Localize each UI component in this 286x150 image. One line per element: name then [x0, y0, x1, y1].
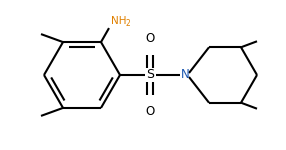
Text: N: N: [181, 69, 189, 81]
Text: 2: 2: [125, 19, 130, 28]
Text: NH: NH: [111, 16, 126, 26]
Text: O: O: [145, 105, 155, 118]
Text: S: S: [146, 69, 154, 81]
Text: O: O: [145, 32, 155, 45]
